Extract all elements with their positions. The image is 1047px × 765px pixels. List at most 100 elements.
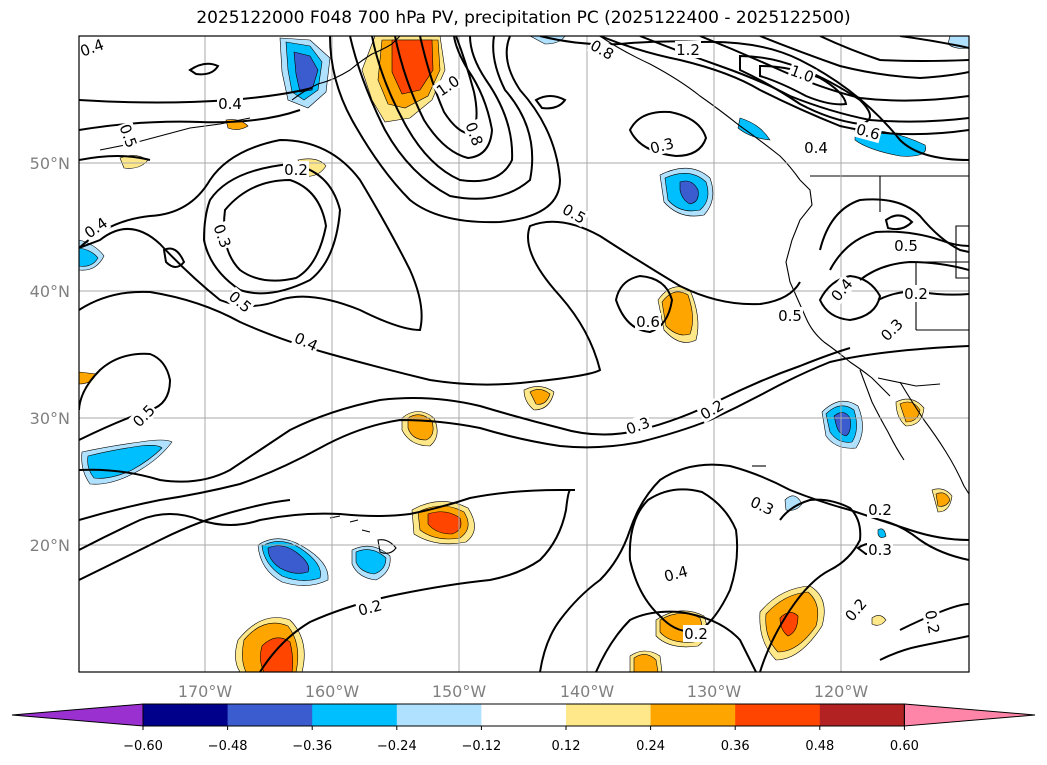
colorbar-segment [396, 704, 482, 726]
colorbar-segment [566, 704, 652, 726]
colorbar-tick-label: −0.36 [292, 739, 332, 754]
colorbar-segment [819, 704, 905, 726]
colorbar-segment [312, 704, 398, 726]
contour-line [899, 36, 969, 49]
contour-line [79, 220, 801, 386]
colorbar-segment [650, 704, 736, 726]
colorbar-tick-label: 0.48 [805, 739, 834, 754]
contour-line [539, 463, 969, 672]
precip-blob-negative [293, 51, 319, 93]
hawaii-islands [329, 515, 397, 554]
contour-label-0-4-c: 0.4 [803, 139, 829, 157]
precip-blob-negative [877, 528, 887, 538]
precip-blob-positive [529, 389, 551, 405]
svg-text:0.6: 0.6 [854, 120, 882, 144]
colorbar-tick-label: −0.48 [208, 739, 248, 754]
colorbar-tick-label: −0.12 [461, 739, 501, 754]
precip-blob-positive [391, 39, 434, 95]
contour-line [819, 198, 969, 253]
colorbar-tick-label: 0.12 [552, 739, 581, 754]
precip-blob-negative [679, 180, 699, 205]
contour-line [79, 138, 423, 332]
map-panel: 0.4 1.20.81.00.40.51.00.8 0.30.60.40.20.50… [79, 36, 969, 672]
contour-line [829, 230, 969, 271]
contour-label-0-3-a: 0.3 [647, 133, 677, 158]
map-frame [78, 35, 970, 673]
contour-label-0-4-b: 0.4 [217, 95, 243, 113]
colorbar-tick-label: 0.24 [636, 739, 665, 754]
svg-text:0.2: 0.2 [921, 609, 943, 636]
svg-text:0.2: 0.2 [868, 501, 892, 519]
colorbar-segment [735, 704, 821, 726]
contour-label-0-2-f: 0.2 [683, 625, 709, 643]
contour-label-0-6-b: 0.6 [635, 313, 661, 331]
contour-line [534, 95, 567, 110]
contour-label-0-6-a: 0.6 [853, 119, 883, 144]
colorbar-extend-low [11, 703, 144, 727]
contour-line [879, 519, 969, 561]
contour-line [79, 499, 291, 581]
contour-label-0-2-d: 0.2 [867, 501, 893, 519]
precip-blob-positive [935, 492, 951, 507]
colorbar-tick-label: 0.36 [721, 739, 750, 754]
colorbar-tick-label: −0.60 [123, 739, 163, 754]
contour-line [79, 489, 575, 551]
coastline-alaska-panhandle [599, 36, 801, 181]
svg-text:0.2: 0.2 [356, 596, 384, 620]
contour-line [599, 36, 969, 136]
precip-blob-negative [737, 117, 771, 141]
lon-tick-label: 170°W [178, 682, 233, 701]
svg-text:0.6: 0.6 [636, 313, 660, 331]
lon-tick-label: 130°W [687, 682, 742, 701]
precip-blob-positive [633, 654, 659, 672]
svg-text:0.3: 0.3 [648, 134, 676, 158]
contour-label-0-4-g: 0.4 [661, 561, 691, 586]
contour-line [329, 36, 562, 224]
precip-blob-positive [260, 637, 293, 672]
lon-tick-label: 140°W [560, 682, 615, 701]
contour-line [79, 345, 969, 521]
contour-line [162, 247, 186, 268]
lon-tick-label: 120°W [814, 682, 869, 701]
colorbar-tick-label: 0.60 [890, 739, 919, 754]
svg-text:0.4: 0.4 [662, 562, 690, 586]
coastlines [99, 36, 969, 495]
contour-line [79, 347, 851, 483]
colorbar: −0.60 −0.48 −0.36 −0.24 −0.12 0.12 0.24 0.36 0.4… [11, 703, 1036, 754]
contour-label-0-2-a: 0.2 [283, 161, 309, 179]
lon-tick-label: 160°W [305, 682, 360, 701]
contour-line [349, 36, 534, 200]
contour-label-0-5-d: 0.5 [777, 307, 803, 325]
lat-tick-label: 40°N [30, 282, 70, 301]
precip-blob-positive [661, 291, 693, 336]
contour-line [884, 214, 914, 231]
colorbar-segment [481, 704, 567, 726]
colorbar-extend-high [903, 703, 1036, 727]
lat-tick-label: 20°N [30, 536, 70, 555]
longitude-tick-labels: 170°W 160°W 150°W 140°W 130°W 120°W [178, 682, 869, 701]
contour-line [899, 603, 969, 631]
svg-text:0.3: 0.3 [868, 541, 892, 559]
svg-text:0.5: 0.5 [778, 307, 802, 325]
contour-label-0-2-b: 0.2 [903, 285, 929, 303]
contour-line [595, 610, 757, 672]
precip-blob-negative [355, 549, 387, 575]
contour-label-0-3-f: 0.3 [867, 541, 893, 559]
contour-line [259, 489, 571, 672]
svg-text:0.5: 0.5 [894, 237, 918, 255]
coastline-california [805, 317, 891, 397]
contour-line [879, 635, 969, 661]
islands [329, 465, 766, 554]
contour-line [188, 62, 220, 76]
contour-label-1-2: 1.2 [675, 41, 701, 59]
pv-contours [79, 36, 969, 672]
contour-line [819, 36, 969, 62]
lat-tick-label: 50°N [30, 154, 70, 173]
contour-line [371, 36, 514, 183]
contour-line [759, 36, 969, 80]
colorbar-segment [143, 704, 229, 726]
colorbar-tick-label: −0.24 [377, 739, 417, 754]
coastline-gulf [899, 381, 969, 495]
precip-blob-negative [79, 247, 99, 267]
